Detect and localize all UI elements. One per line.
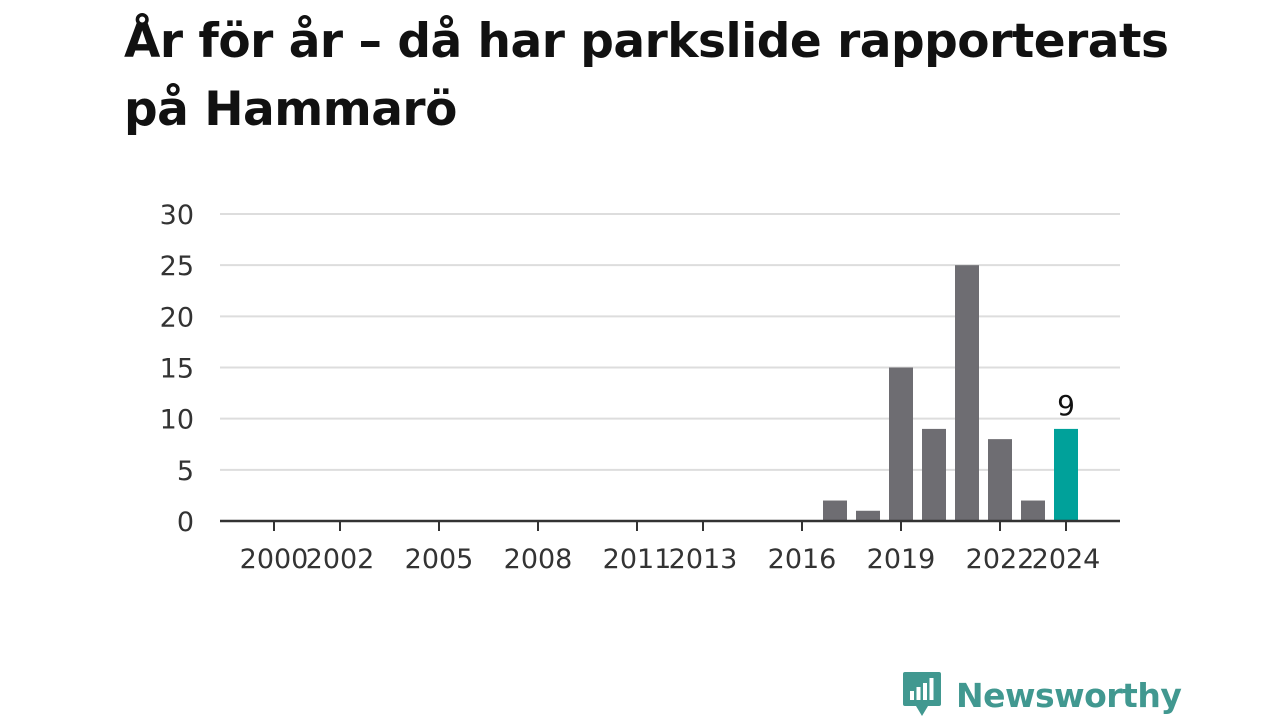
- data-label: 9: [1057, 389, 1075, 422]
- gridlines: [220, 213, 1120, 471]
- chart-title: År för år – då har parkslide rapporterat…: [124, 14, 1169, 137]
- y-tick-label: 25: [160, 251, 194, 282]
- x-tick-label: 2024: [1032, 544, 1101, 575]
- bar-highlight: [1054, 428, 1078, 521]
- data-labels: 9: [1057, 389, 1075, 422]
- x-tick-label: 2016: [768, 544, 837, 575]
- bar: [955, 265, 979, 521]
- x-tick-label: 2019: [867, 544, 936, 575]
- newsworthy-logo: Newsworthy: [902, 670, 1182, 720]
- bar: [922, 428, 946, 521]
- y-tick-label: 20: [160, 302, 194, 333]
- y-axis-ticks: 0 5 10 15 20 25 30: [160, 200, 194, 538]
- y-tick-label: 15: [160, 354, 194, 385]
- x-tick-label: 2013: [669, 544, 738, 575]
- y-tick-label: 5: [177, 456, 194, 487]
- x-tick-label: 2008: [504, 544, 573, 575]
- x-tick-label: 2005: [405, 544, 474, 575]
- y-tick-label: 10: [160, 405, 194, 436]
- x-tick-label: 2022: [966, 544, 1035, 575]
- bar: [1021, 500, 1045, 521]
- y-tick-label: 0: [177, 507, 194, 538]
- brand-name: Newsworthy: [956, 675, 1182, 715]
- bar: [889, 367, 913, 521]
- bar: [823, 500, 847, 521]
- bar: [988, 439, 1012, 521]
- y-tick-label: 30: [160, 200, 194, 231]
- newsworthy-logo-icon: [903, 672, 941, 716]
- bar: [856, 510, 880, 521]
- x-tick-label: 2011: [603, 544, 672, 575]
- x-tick-label: 2002: [306, 544, 375, 575]
- x-tick-label: 2000: [240, 544, 309, 575]
- bars: [823, 265, 1078, 521]
